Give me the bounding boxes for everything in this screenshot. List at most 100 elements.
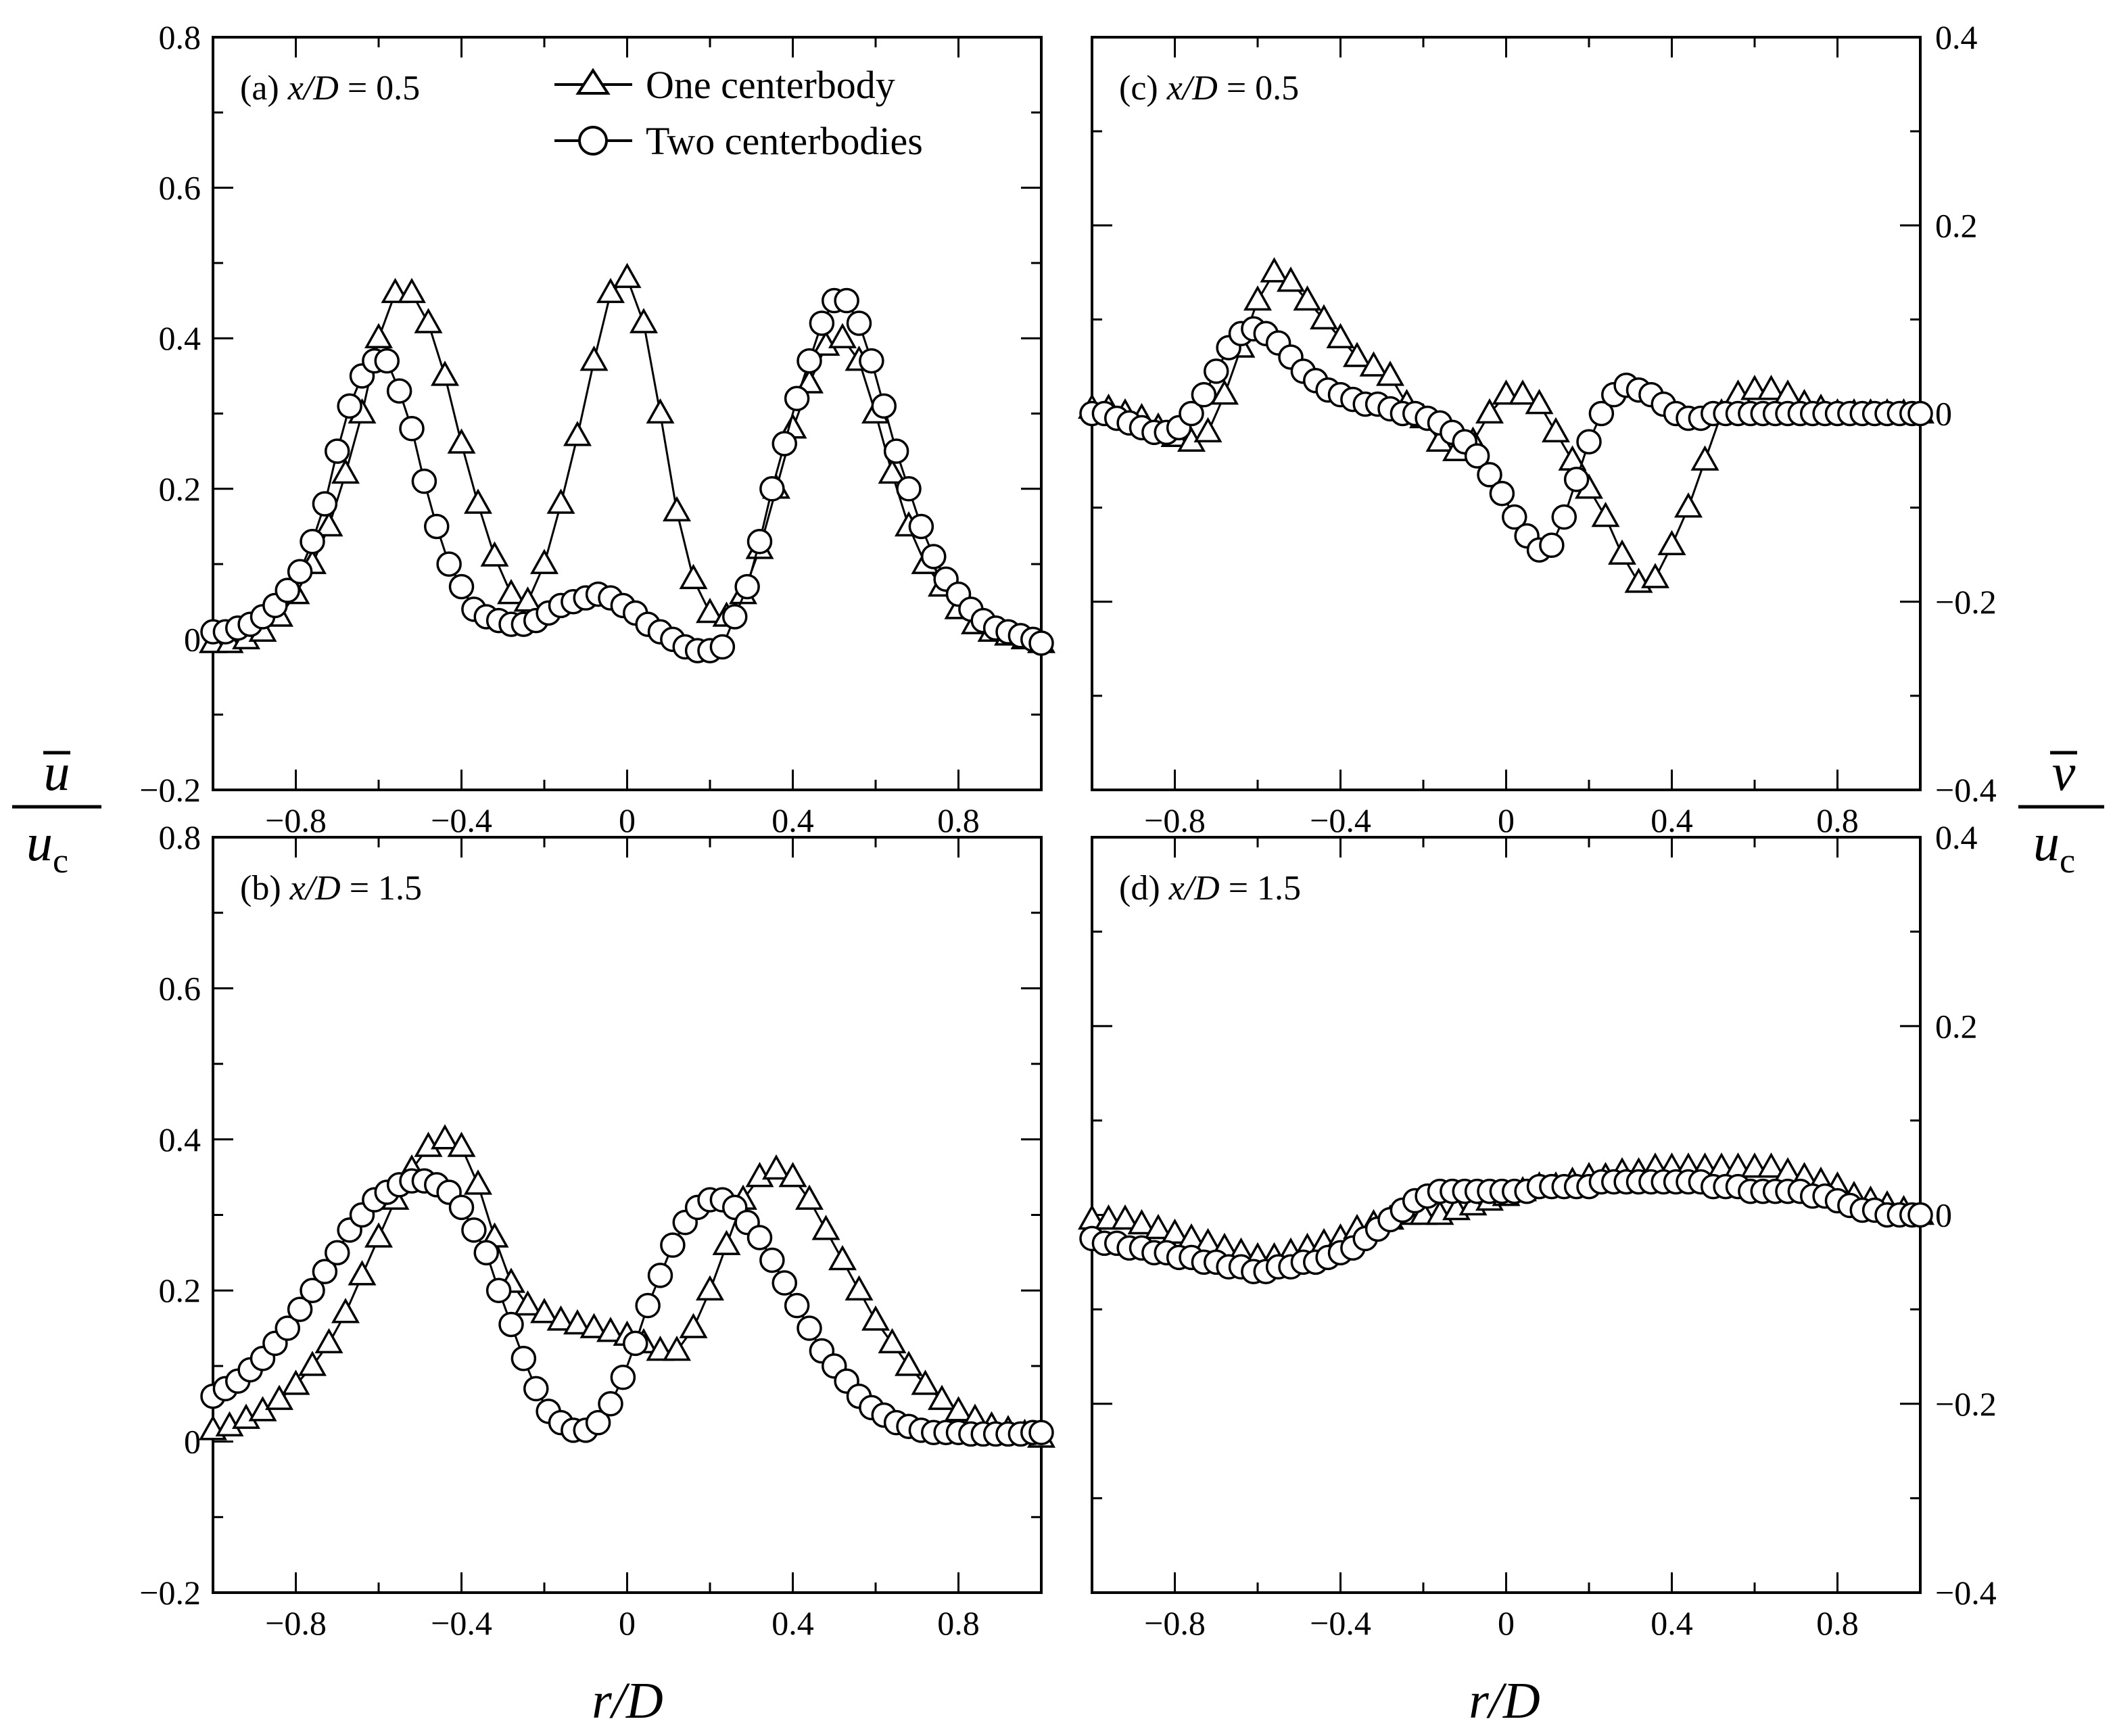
- y-tick-label: −0.2: [1935, 1385, 1997, 1423]
- data-point: [287, 559, 313, 584]
- data-point: [679, 1313, 708, 1338]
- y-tick-label: 0.2: [159, 1271, 201, 1309]
- data-point: [660, 1232, 686, 1258]
- data-point: [1907, 400, 1933, 427]
- data-point: [1477, 462, 1502, 488]
- data-point: [348, 1260, 377, 1286]
- data-point: [845, 1275, 874, 1300]
- y-tick-label: −0.4: [1935, 771, 1997, 809]
- series-one-centerbody: [1078, 257, 1934, 593]
- data-point: [679, 563, 708, 590]
- data-point: [275, 578, 300, 603]
- data-point: [784, 385, 810, 411]
- data-point: [431, 360, 459, 386]
- data-point: [1757, 1152, 1786, 1178]
- data-point: [846, 310, 872, 336]
- data-point: [771, 1270, 797, 1296]
- data-point: [1588, 400, 1615, 427]
- series-two-centerbodies: [200, 1168, 1054, 1447]
- data-point: [281, 1369, 310, 1395]
- y-tick-label: 0.4: [1935, 18, 1978, 56]
- data-point: [1502, 504, 1527, 530]
- data-point: [447, 1131, 476, 1157]
- x-axis-title-left: r/D: [592, 1672, 663, 1729]
- data-point: [635, 1292, 661, 1319]
- data-point: [1293, 285, 1322, 311]
- data-point: [1757, 375, 1786, 400]
- data-point: [811, 1215, 840, 1240]
- data-point: [364, 323, 393, 348]
- data-point: [275, 1315, 300, 1341]
- data-point: [314, 1328, 343, 1354]
- data-point: [530, 548, 559, 574]
- data-point: [809, 310, 835, 336]
- data-point: [1193, 417, 1222, 443]
- data-point: [771, 431, 797, 456]
- data-point: [448, 573, 475, 600]
- y-tick-label: 0: [1935, 395, 1952, 433]
- x-axis-title-right: r/D: [1469, 1672, 1540, 1729]
- data-point: [497, 579, 525, 605]
- data-point: [1907, 1202, 1933, 1228]
- data-point: [431, 1124, 459, 1150]
- data-point: [1326, 323, 1355, 348]
- data-point: [287, 1296, 313, 1322]
- data-point: [828, 1244, 857, 1271]
- data-point: [610, 1364, 636, 1390]
- data-point: [878, 458, 907, 484]
- panels: −0.8 −0.4 0 0.4 0.8 −0.2 0 0.2 0.4 0.6 0.8 (a) x/D …: [139, 18, 1996, 1642]
- y-tick-label: −0.2: [139, 771, 201, 809]
- x-tick-label: −0.4: [1310, 801, 1371, 839]
- x-tick-label: 0.8: [937, 801, 980, 839]
- data-point: [563, 1309, 592, 1335]
- data-point: [424, 513, 450, 540]
- data-point: [797, 1315, 822, 1341]
- data-point: [579, 1313, 609, 1338]
- data-point: [546, 1305, 575, 1331]
- data-point: [663, 496, 691, 521]
- x-tick-label: 0.4: [771, 1604, 814, 1642]
- data-point: [1657, 530, 1686, 556]
- series-one-centerbody: [199, 262, 1055, 653]
- y-tick-label: −0.2: [1935, 583, 1997, 621]
- x-tick-label: 0: [1498, 1604, 1515, 1642]
- series-line: [212, 1179, 1041, 1435]
- x-tick-label: 0.8: [937, 1604, 980, 1642]
- panel-label: (c) x/D = 0.5: [1119, 69, 1299, 108]
- x-tick-label: −0.4: [431, 801, 492, 839]
- data-point: [795, 1184, 824, 1210]
- y-tick-label: −0.2: [139, 1574, 201, 1612]
- data-point: [613, 262, 642, 288]
- data-point: [623, 1330, 648, 1357]
- series-one-centerbody: [199, 1124, 1055, 1448]
- data-point: [314, 511, 343, 537]
- data-point: [928, 1384, 956, 1410]
- data-point: [871, 393, 897, 419]
- data-point: [596, 277, 625, 304]
- data-point: [1563, 467, 1590, 492]
- data-point: [734, 573, 760, 600]
- legend: One centerbody Two centerbodies: [554, 63, 923, 163]
- data-point: [374, 348, 400, 374]
- data-point: [1160, 1218, 1189, 1244]
- data-point: [1191, 381, 1217, 408]
- data-point: [585, 1409, 611, 1436]
- data-point: [513, 586, 542, 612]
- data-point: [1542, 417, 1570, 443]
- data-point: [1204, 358, 1229, 384]
- data-point: [563, 421, 592, 446]
- x-tick-label: 0.4: [1651, 1604, 1693, 1642]
- y-axis-title-right: v uc: [2018, 743, 2104, 881]
- y-label-left-denominator: uc: [26, 813, 68, 881]
- data-point: [464, 488, 492, 514]
- data-point: [265, 1384, 293, 1410]
- data-point: [1475, 398, 1504, 424]
- series-line: [1092, 271, 1920, 584]
- data-point: [1243, 285, 1272, 311]
- data-point: [709, 634, 736, 660]
- y-tick-label: 0.2: [159, 470, 201, 508]
- data-point: [646, 398, 675, 424]
- y-tick-label: 0.2: [1935, 206, 1978, 244]
- data-point: [784, 1292, 810, 1319]
